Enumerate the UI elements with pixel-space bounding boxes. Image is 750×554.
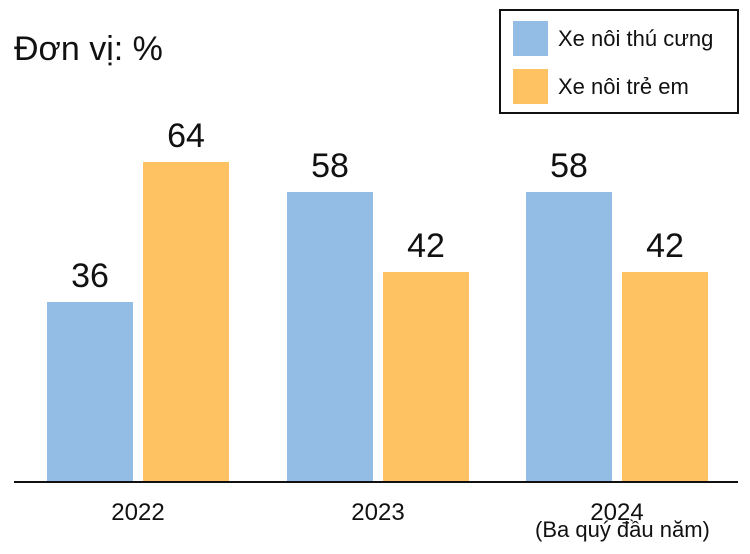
legend: Xe nôi thú cưng Xe nôi trẻ em [499,9,739,114]
bar-2023-s0 [287,192,373,482]
legend-label-pet: Xe nôi thú cưng [558,25,714,51]
data-label-2022-s0: 36 [71,257,109,295]
legend-swatch-baby [513,69,548,104]
data-label-2022-s1: 64 [167,117,205,155]
unit-label: Đơn vị: % [14,30,163,68]
tick-label-2024: 2024 [590,499,643,526]
bar-2024-s0 [526,192,612,482]
bar-2023-s1 [383,272,469,482]
legend-swatch-pet [513,21,548,56]
data-label-2023-s1: 42 [407,227,445,265]
bar-2024-s1 [622,272,708,482]
tick-label-2022: 2022 [111,499,164,526]
legend-item-pet: Xe nôi thú cưng [513,21,713,56]
legend-item-baby: Xe nôi trẻ em [513,69,689,104]
bar-2022-s1 [143,162,229,482]
data-label-2024-s0: 58 [550,147,588,185]
category-note-2024: (Ba quý đầu năm) [535,517,710,542]
tick-label-2023: 2023 [351,499,404,526]
data-label-2023-s0: 58 [311,147,349,185]
legend-label-baby: Xe nôi trẻ em [558,73,689,99]
data-label-2024-s1: 42 [646,227,684,265]
bar-2022-s0 [47,302,133,482]
